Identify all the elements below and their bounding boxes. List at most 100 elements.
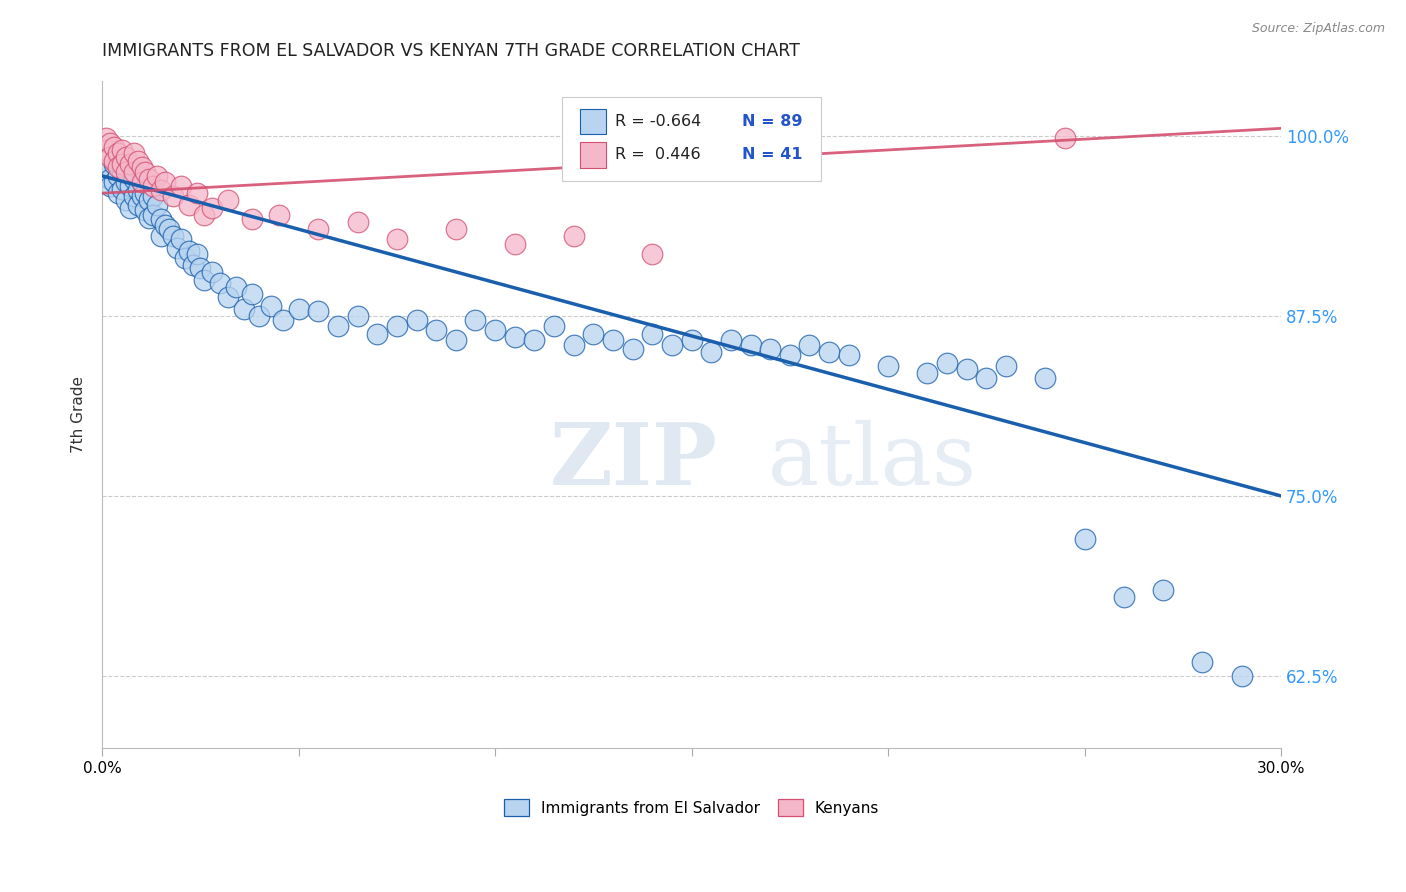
Text: IMMIGRANTS FROM EL SALVADOR VS KENYAN 7TH GRADE CORRELATION CHART: IMMIGRANTS FROM EL SALVADOR VS KENYAN 7T… xyxy=(103,42,800,60)
Point xyxy=(166,241,188,255)
Point xyxy=(582,327,605,342)
Point xyxy=(122,164,145,178)
Point xyxy=(994,359,1017,374)
Point xyxy=(201,201,224,215)
Point xyxy=(142,208,165,222)
Point xyxy=(94,131,117,145)
Bar xyxy=(579,109,606,134)
Point xyxy=(936,356,959,370)
Point xyxy=(543,318,565,333)
Point xyxy=(177,244,200,258)
Point xyxy=(173,251,195,265)
Point xyxy=(138,171,160,186)
Point xyxy=(562,337,585,351)
Point xyxy=(153,175,176,189)
Point xyxy=(523,333,546,347)
Text: ZIP: ZIP xyxy=(550,419,718,503)
Point xyxy=(661,337,683,351)
Text: Source: ZipAtlas.com: Source: ZipAtlas.com xyxy=(1251,22,1385,36)
Point xyxy=(107,161,129,175)
Point xyxy=(974,370,997,384)
Point xyxy=(103,140,125,154)
Point xyxy=(186,186,208,201)
Point xyxy=(217,290,239,304)
Point xyxy=(1230,669,1253,683)
Point xyxy=(267,208,290,222)
Point xyxy=(201,265,224,279)
Point xyxy=(186,246,208,260)
Point xyxy=(114,194,136,208)
Text: R =  0.446: R = 0.446 xyxy=(614,147,700,162)
Point xyxy=(107,145,129,160)
Point xyxy=(114,164,136,178)
Point xyxy=(170,232,193,246)
Point xyxy=(326,318,349,333)
Point xyxy=(366,327,388,342)
Point xyxy=(641,327,664,342)
Point xyxy=(94,143,117,157)
Point xyxy=(287,301,309,316)
Point xyxy=(225,280,247,294)
Point xyxy=(146,169,169,183)
Point xyxy=(818,344,841,359)
Point xyxy=(177,198,200,212)
Point xyxy=(562,229,585,244)
Point xyxy=(503,236,526,251)
Point xyxy=(153,218,176,232)
Point xyxy=(127,154,149,169)
Point xyxy=(157,222,180,236)
Point xyxy=(405,313,427,327)
Point xyxy=(131,175,153,189)
Point xyxy=(877,359,900,374)
FancyBboxPatch shape xyxy=(562,97,821,181)
Point xyxy=(240,212,263,227)
Point xyxy=(146,198,169,212)
Point xyxy=(779,348,801,362)
Point xyxy=(602,333,624,347)
Bar xyxy=(579,142,606,168)
Point xyxy=(150,229,173,244)
Point xyxy=(484,323,506,337)
Point xyxy=(122,145,145,160)
Point xyxy=(917,367,939,381)
Point xyxy=(260,299,283,313)
Point xyxy=(111,182,134,196)
Point xyxy=(134,203,156,218)
Point xyxy=(838,348,860,362)
Point xyxy=(307,304,329,318)
Point xyxy=(1053,131,1076,145)
Point xyxy=(103,154,125,169)
Point xyxy=(134,186,156,201)
Point xyxy=(346,215,368,229)
Point xyxy=(131,189,153,203)
Point xyxy=(170,179,193,194)
Point xyxy=(444,333,467,347)
Point xyxy=(193,208,215,222)
Point xyxy=(138,194,160,208)
Point xyxy=(1191,655,1213,669)
Point xyxy=(107,169,129,183)
Point xyxy=(131,175,153,189)
Point xyxy=(641,246,664,260)
Point xyxy=(134,164,156,178)
Text: atlas: atlas xyxy=(768,419,977,503)
Point xyxy=(740,337,762,351)
Point xyxy=(114,175,136,189)
Point xyxy=(190,261,212,276)
Point xyxy=(98,179,121,194)
Point xyxy=(118,179,141,194)
Point xyxy=(1152,582,1174,597)
Point xyxy=(503,330,526,344)
Point xyxy=(240,287,263,301)
Point xyxy=(111,143,134,157)
Point xyxy=(142,189,165,203)
Text: R = -0.664: R = -0.664 xyxy=(614,114,702,129)
Point xyxy=(209,276,232,290)
Point xyxy=(425,323,447,337)
Point xyxy=(103,175,125,189)
Point xyxy=(307,222,329,236)
Point xyxy=(122,189,145,203)
Point xyxy=(142,179,165,194)
Point xyxy=(385,318,408,333)
Point xyxy=(98,171,121,186)
